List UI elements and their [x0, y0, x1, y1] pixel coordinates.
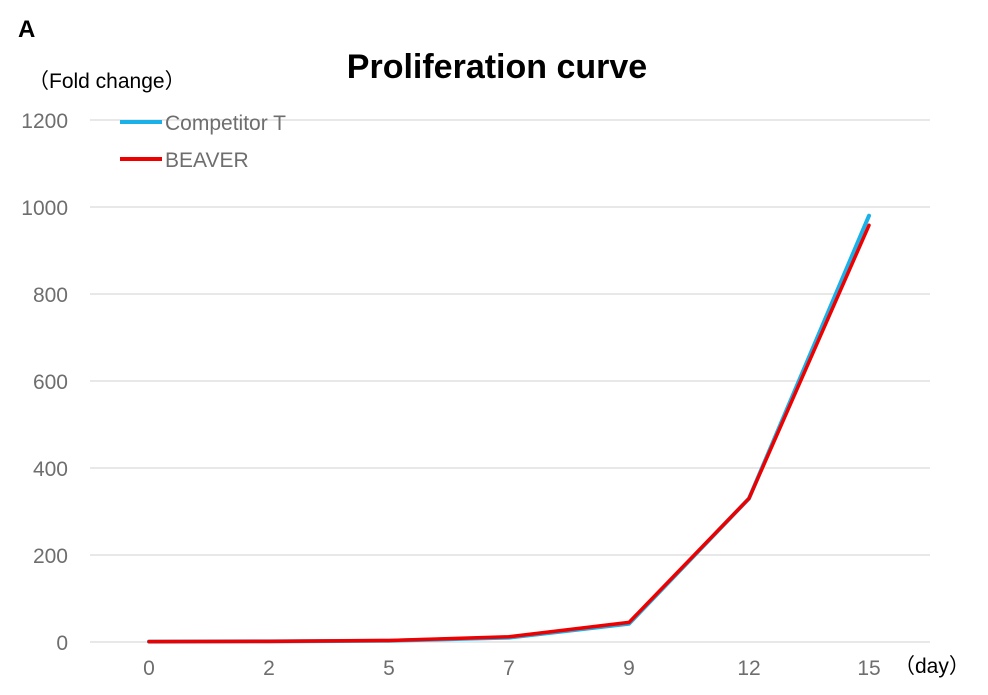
- chart-title: Proliferation curve: [347, 48, 647, 86]
- x-tick-labels: 0 2 5 7 9 12 15: [143, 657, 881, 680]
- y-tick-label: 600: [33, 371, 68, 394]
- x-axis-label: （day）: [894, 655, 970, 678]
- series-lines: [147, 213, 871, 644]
- y-tick-label: 1200: [21, 110, 68, 133]
- panel-label: A: [18, 16, 35, 43]
- x-tick-label: 15: [857, 657, 880, 680]
- x-tick-label: 2: [263, 657, 275, 680]
- y-tick-label: 400: [33, 458, 68, 481]
- legend-label: BEAVER: [165, 149, 249, 172]
- y-tick-label: 800: [33, 284, 68, 307]
- legend: Competitor T BEAVER: [120, 112, 286, 172]
- y-tick-label: 1000: [21, 197, 68, 220]
- gridlines: [90, 119, 930, 643]
- x-tick-label: 7: [503, 657, 515, 680]
- x-tick-label: 9: [623, 657, 635, 680]
- x-tick-label: 0: [143, 657, 155, 680]
- x-tick-label: 5: [383, 657, 395, 680]
- y-tick-label: 200: [33, 545, 68, 568]
- series-line-competitor-t: [147, 213, 871, 644]
- y-axis-label: （Fold change）: [28, 70, 186, 93]
- legend-label: Competitor T: [165, 112, 286, 135]
- series-line-beaver: [147, 223, 871, 644]
- y-tick-label: 0: [56, 632, 68, 655]
- x-tick-label: 12: [737, 657, 760, 680]
- y-tick-labels: 0 200 400 600 800 1000 1200: [21, 110, 68, 655]
